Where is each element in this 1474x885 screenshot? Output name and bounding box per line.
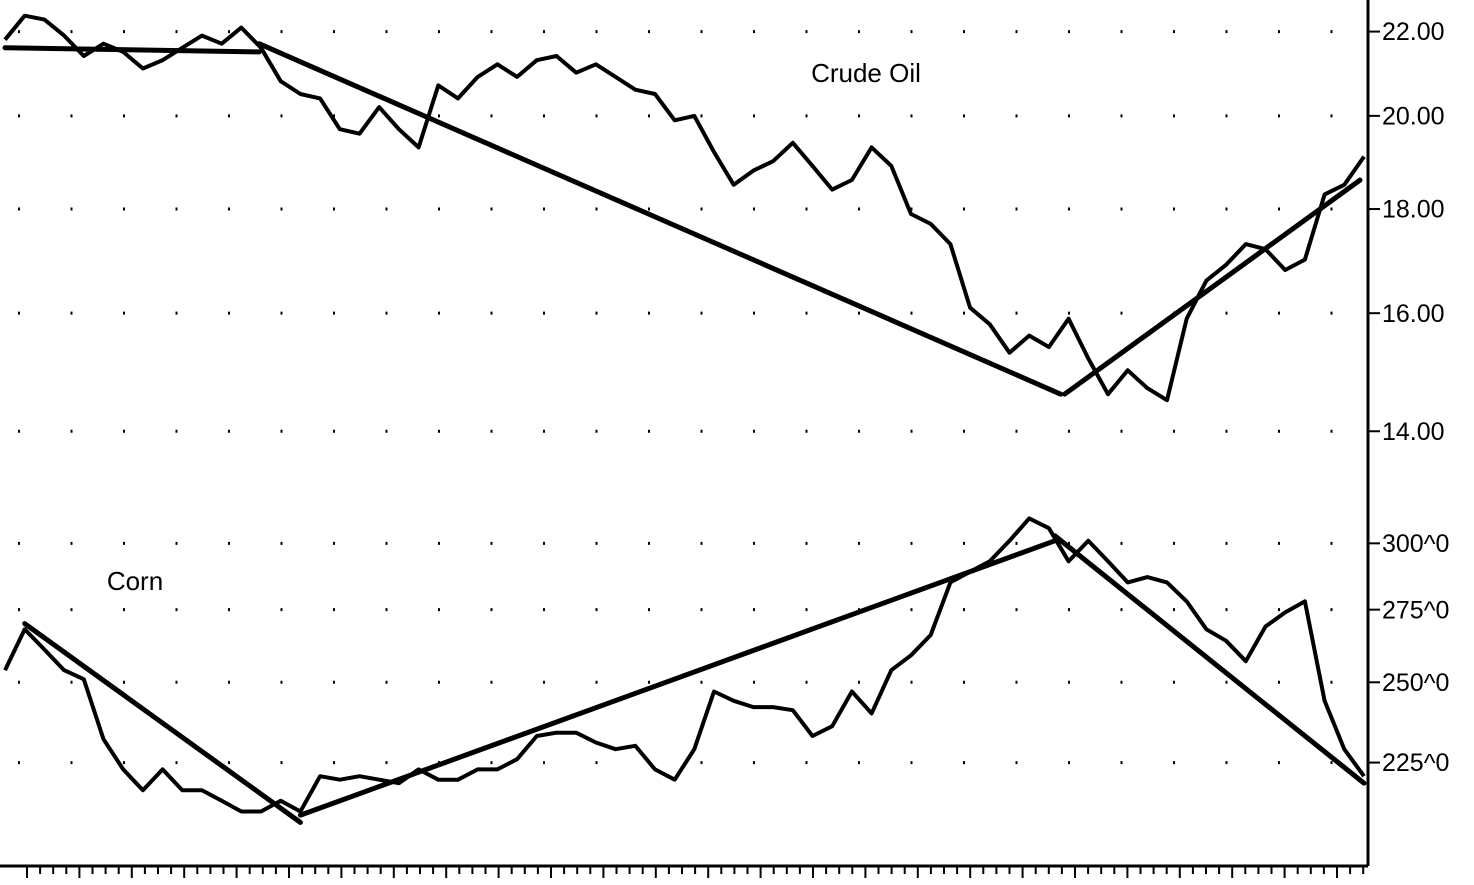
trend-line: [1062, 177, 1363, 397]
panel-title: Crude Oil: [811, 58, 921, 88]
y-tick-label: 275^0: [1382, 596, 1449, 624]
price-line: [3, 516, 1366, 814]
y-tick-label: 18.00: [1382, 196, 1445, 224]
axes: [0, 0, 1370, 868]
trend-line: [297, 538, 1058, 818]
trend-line: [22, 621, 303, 825]
y-tick-label: 16.00: [1382, 300, 1445, 328]
y-tick-label: 22.00: [1382, 18, 1445, 46]
trend-line: [256, 41, 1064, 397]
y-tick-label: 20.00: [1382, 102, 1445, 130]
y-tick-label: 225^0: [1382, 749, 1449, 777]
price-line: [3, 13, 1366, 403]
y-tick-label: 250^0: [1382, 669, 1449, 697]
trend-line: [1052, 533, 1367, 786]
y-tick-label: 14.00: [1382, 418, 1445, 446]
panel-title: Corn: [107, 566, 163, 596]
trend-line: [2, 45, 262, 55]
y-tick-label: 300^0: [1382, 530, 1449, 558]
